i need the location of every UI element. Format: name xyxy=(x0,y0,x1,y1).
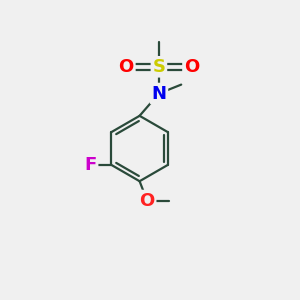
Text: F: F xyxy=(84,156,97,174)
Text: O: O xyxy=(140,191,155,209)
Text: N: N xyxy=(152,85,166,103)
Text: O: O xyxy=(118,58,134,76)
Text: O: O xyxy=(184,58,199,76)
Text: S: S xyxy=(152,58,165,76)
